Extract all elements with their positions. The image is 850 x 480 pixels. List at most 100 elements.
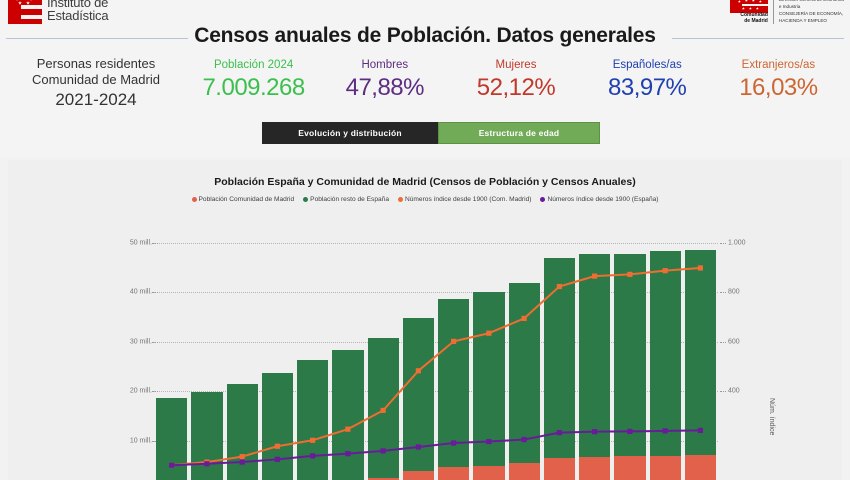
- index-line-marker[interactable]: [486, 330, 492, 336]
- bar-column[interactable]: [297, 360, 329, 480]
- index-line-marker[interactable]: [697, 427, 703, 434]
- bar-segment-resto-espana: [543, 257, 575, 459]
- index-line-marker[interactable]: [521, 315, 527, 321]
- bar-segment-resto-espana: [438, 299, 470, 467]
- chart-plot-area: 10 mill. 20 mill. 30 mill. 40 mill. 50 mill.…: [130, 218, 775, 480]
- bar-column[interactable]: [508, 282, 540, 480]
- bar-segment-resto-espana: [649, 251, 681, 456]
- index-line-marker[interactable]: [274, 443, 280, 449]
- header-divider-left: [6, 38, 188, 39]
- y-axis-right-tickmark: [720, 242, 726, 244]
- index-line-marker[interactable]: [592, 273, 598, 279]
- kpi-label: Extranjeros/as: [741, 59, 816, 71]
- y-axis-left-tickmark: [152, 242, 158, 244]
- consejeria-line-2: e Industria: [778, 4, 801, 10]
- bar-column[interactable]: [261, 373, 293, 480]
- index-line: [171, 429, 701, 467]
- consejeria-line-4: HACIENDA Y EMPLEO: [778, 17, 827, 23]
- page-title: Censos anuales de Población. Datos gener…: [194, 24, 656, 47]
- chart-legend[interactable]: Población Comunidad de Madrid Población r…: [8, 196, 842, 203]
- gridline: [154, 242, 718, 244]
- gridline: [154, 292, 718, 294]
- index-line-marker[interactable]: [662, 268, 668, 274]
- legend-label: Números índice desde 1900 (España): [547, 196, 659, 203]
- index-line-marker[interactable]: [169, 462, 175, 468]
- index-line-marker[interactable]: [380, 448, 386, 454]
- legend-item-3[interactable]: Números índice desde 1900 (España): [540, 196, 659, 203]
- index-line-marker[interactable]: [274, 456, 280, 462]
- bar-column[interactable]: [614, 253, 646, 480]
- y-axis-left-tickmark: [152, 391, 158, 393]
- kpi-value: 7.009.268: [202, 73, 305, 101]
- kpi-label: Mujeres: [495, 59, 537, 71]
- kpi-1: Hombres 47,88%: [319, 58, 450, 116]
- index-line-marker[interactable]: [345, 451, 351, 457]
- y-axis-right-tick: 1.000: [728, 239, 746, 247]
- legend-swatch-icon: [303, 197, 309, 202]
- subtitle-line-2: Comunidad de Madrid: [32, 72, 160, 88]
- y-axis-left-tick: 40 mill.: [129, 288, 152, 296]
- index-line-marker[interactable]: [345, 426, 351, 432]
- index-line-marker[interactable]: [310, 437, 316, 443]
- gridline: [154, 341, 718, 343]
- index-line-marker[interactable]: [486, 438, 492, 445]
- bar-segment-resto-espana: [473, 291, 505, 466]
- consejeria-line-1: Dirección General de Economía: [779, 0, 844, 4]
- kpi-0: Población 2024 7.009.268: [188, 58, 319, 116]
- bar-column[interactable]: [649, 251, 681, 480]
- y-axis-left-tick: 50 mill.: [129, 239, 152, 247]
- y-axis-right-tickmark: [720, 341, 726, 343]
- index-line-marker[interactable]: [627, 428, 633, 434]
- index-line-marker[interactable]: [662, 428, 668, 434]
- index-line-marker[interactable]: [239, 454, 245, 460]
- index-line: [171, 266, 701, 467]
- y-axis-right-tickmark: [720, 391, 726, 393]
- bar-column[interactable]: [579, 254, 611, 480]
- page-header: Instituto de Estadística Comunidad de Ma…: [0, 0, 850, 158]
- bar-segment-madrid: [438, 466, 470, 480]
- bar-segment-madrid: [579, 456, 611, 480]
- legend-swatch-icon: [540, 197, 546, 202]
- y-axis-left-tick: 10 mill.: [129, 437, 152, 445]
- bar-column[interactable]: [543, 257, 575, 480]
- toggle-estructura-edad[interactable]: Estructura de edad: [438, 122, 600, 144]
- madrid-shield-icon: [8, 0, 42, 24]
- chart-bars[interactable]: [154, 218, 718, 480]
- bar-column[interactable]: [332, 350, 364, 480]
- right-axis-label: Núm. índice: [768, 398, 775, 436]
- index-line-marker[interactable]: [556, 283, 562, 290]
- toggle-evolucion-distribucion[interactable]: Evolución y distribución: [262, 122, 438, 144]
- bar-segment-madrid: [614, 456, 646, 480]
- index-line-marker[interactable]: [556, 430, 562, 436]
- index-line-marker[interactable]: [415, 368, 421, 374]
- legend-item-2[interactable]: Números índice desde 1900 (Com. Madrid): [398, 196, 531, 203]
- index-line-marker[interactable]: [415, 444, 421, 450]
- consejeria-line-3: CONSEJERÍA DE ECONOMÍA,: [778, 11, 844, 16]
- chart-title: Población España y Comunidad de Madrid (…: [214, 176, 636, 188]
- kpi-value: 47,88%: [345, 73, 425, 101]
- bar-column[interactable]: [473, 291, 505, 480]
- index-line-marker[interactable]: [239, 459, 245, 465]
- y-axis-left-tick: 30 mill.: [129, 338, 152, 346]
- subtitle-line-1: Personas residentes: [36, 56, 156, 71]
- bar-column[interactable]: [438, 299, 470, 480]
- bar-column[interactable]: [684, 250, 716, 480]
- index-line-marker[interactable]: [592, 429, 598, 435]
- index-line-marker[interactable]: [380, 407, 386, 413]
- index-line-marker[interactable]: [310, 453, 316, 459]
- y-axis-right-tick: 400: [728, 387, 740, 395]
- index-line-marker[interactable]: [451, 440, 457, 446]
- emblem-line-2: de Madrid: [744, 17, 768, 24]
- legend-item-0[interactable]: Población Comunidad de Madrid: [191, 196, 294, 203]
- index-line-marker[interactable]: [521, 436, 527, 443]
- index-line-marker[interactable]: [451, 338, 457, 344]
- index-line-marker[interactable]: [697, 265, 703, 271]
- legend-item-1[interactable]: Población resto de España: [303, 196, 389, 203]
- index-line-marker[interactable]: [204, 461, 210, 467]
- kpi-label: Hombres: [361, 59, 409, 71]
- index-line-marker[interactable]: [627, 271, 633, 277]
- header-subtitle: Personas residentes Comunidad de Madrid …: [6, 56, 186, 111]
- bar-segment-madrid: [649, 455, 681, 480]
- view-toggle-group[interactable]: Evolución y distribución Estructura de ed…: [262, 122, 600, 144]
- y-axis-left-tickmark: [152, 440, 158, 442]
